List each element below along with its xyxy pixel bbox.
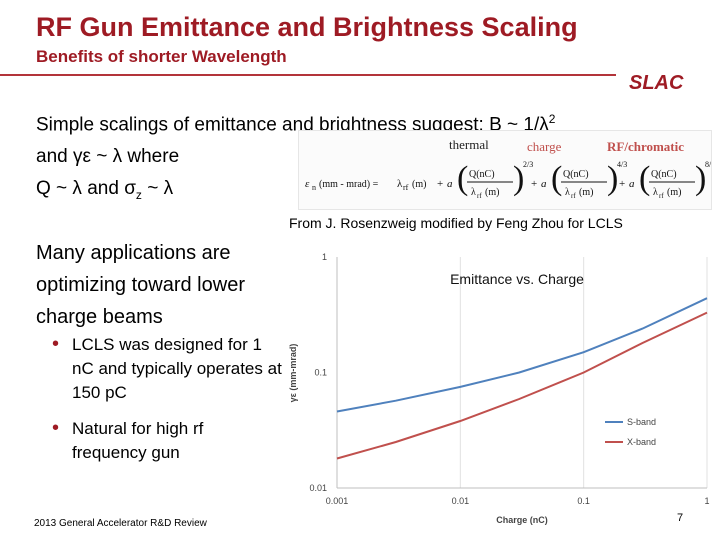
formula-frac-num: Q(nC) [651, 169, 677, 180]
formula-exponent: 8/3 [705, 160, 711, 169]
formula-frac-den-sub: rf [659, 192, 664, 200]
formula-paren: ) [607, 160, 618, 197]
intro-line-3: Q ~ λ and σz ~ λ [36, 173, 676, 211]
formula-label-thermal: thermal [449, 137, 489, 152]
formula-frac-den: λ [471, 187, 476, 198]
bullet-natural: • Natural for high rf frequency gun [52, 417, 282, 465]
page-title: RF Gun Emittance and Brightness Scaling [36, 12, 578, 42]
scaling-formula: thermal charge RF/chromatic ε n (mm - mr… [305, 137, 711, 200]
formula-paren: ) [695, 160, 706, 197]
formula-frac-den-unit: (m) [579, 187, 593, 198]
formula-plus: + [531, 178, 537, 190]
chart-series-line-x-band [336, 311, 708, 460]
formula-coef: a [541, 178, 547, 190]
intro-text: Simple scalings of emittance and brightn… [36, 103, 676, 211]
formula-coef: a [629, 178, 635, 190]
bullet-lcls: • LCLS was designed for 1 nC and typical… [52, 333, 282, 405]
scaling-formula-image: thermal charge RF/chromatic ε n (mm - mr… [298, 130, 712, 210]
formula-frac-den: λ [565, 187, 570, 198]
chart-x-tick-label: 0.01 [452, 496, 470, 506]
formula-frac-num: Q(nC) [563, 169, 589, 180]
formula-exponent: 2/3 [523, 160, 533, 169]
chart-y-tick-label: 1 [322, 252, 327, 262]
chart-legend-label: S-band [627, 417, 656, 427]
chart-legend-label: X-band [627, 437, 656, 447]
chart-x-tick-label: 0.001 [326, 496, 349, 506]
formula-term1-unit: (m) [412, 179, 426, 190]
chart-x-tick-label: 0.1 [577, 496, 590, 506]
formula-exponent: 4/3 [617, 160, 627, 169]
formula-frac-num: Q(nC) [469, 169, 495, 180]
chart-title: Emittance vs. Charge [450, 271, 584, 287]
chart-y-axis-label: γε (mm-mrad) [288, 344, 298, 403]
formula-coef: a [447, 178, 453, 190]
chart-series-line-s-band [336, 297, 708, 413]
chart-x-tick-label: 1 [704, 496, 709, 506]
emittance-chart: 0.01 0.1 1 0.001 0.01 0.1 1 Emittance vs. Charg… [287, 245, 717, 535]
formula-lhs-sub: n [312, 183, 316, 192]
formula-frac-den-unit: (m) [485, 187, 499, 198]
applications-text: Many applications are optimizing toward … [36, 242, 245, 328]
intro-line-3-end: ~ λ [141, 178, 174, 200]
bullet-icon: • [52, 417, 60, 439]
formula-lhs: ε [305, 178, 310, 190]
chart-y-tick-label: 0.1 [314, 368, 327, 378]
intro-line-3-sub: z [135, 188, 142, 203]
intro-line-3-text: Q ~ λ and σ [36, 178, 136, 200]
page-number: 7 [677, 512, 684, 524]
bullet-lcls-text: LCLS was designed for 1 nC and typically… [72, 335, 282, 402]
formula-term1-sub: rf [403, 183, 409, 192]
formula-paren: ) [513, 160, 524, 197]
formula-term1: λ [397, 178, 403, 190]
formula-plus: + [619, 178, 625, 190]
formula-frac-den: λ [653, 187, 658, 198]
intro-line-2: and γε ~ λ where [36, 146, 180, 168]
chart-y-tick-label: 0.01 [309, 483, 327, 493]
formula-label-rf: RF/chromatic [607, 139, 684, 154]
formula-label-charge: charge [527, 139, 562, 154]
formula-paren: ( [457, 160, 468, 197]
credit-note: From J. Rosenzweig modified by Feng Zhou… [289, 215, 623, 231]
bullet-natural-text: Natural for high rf frequency gun [72, 419, 204, 462]
footer-text: 2013 General Accelerator R&D Review [34, 518, 207, 529]
page-subtitle: Benefits of shorter Wavelength [36, 47, 287, 66]
formula-lhs-unit: (mm - mrad) = [319, 179, 379, 190]
formula-paren: ( [639, 160, 650, 197]
slac-logo: SLAC [629, 72, 684, 94]
intro-line-1-sup: 2 [548, 112, 556, 126]
emittance-chart-svg: 0.01 0.1 1 0.001 0.01 0.1 1 Emittance vs. Charg… [288, 252, 710, 525]
chart-x-axis-label: Charge (nC) [496, 515, 548, 525]
formula-frac-den-sub: rf [571, 192, 576, 200]
bullet-icon: • [52, 333, 60, 355]
formula-frac-den-unit: (m) [667, 187, 681, 198]
formula-plus: + [437, 178, 443, 190]
header-divider [0, 74, 616, 76]
formula-frac-den-sub: rf [477, 192, 482, 200]
formula-paren: ( [551, 160, 562, 197]
